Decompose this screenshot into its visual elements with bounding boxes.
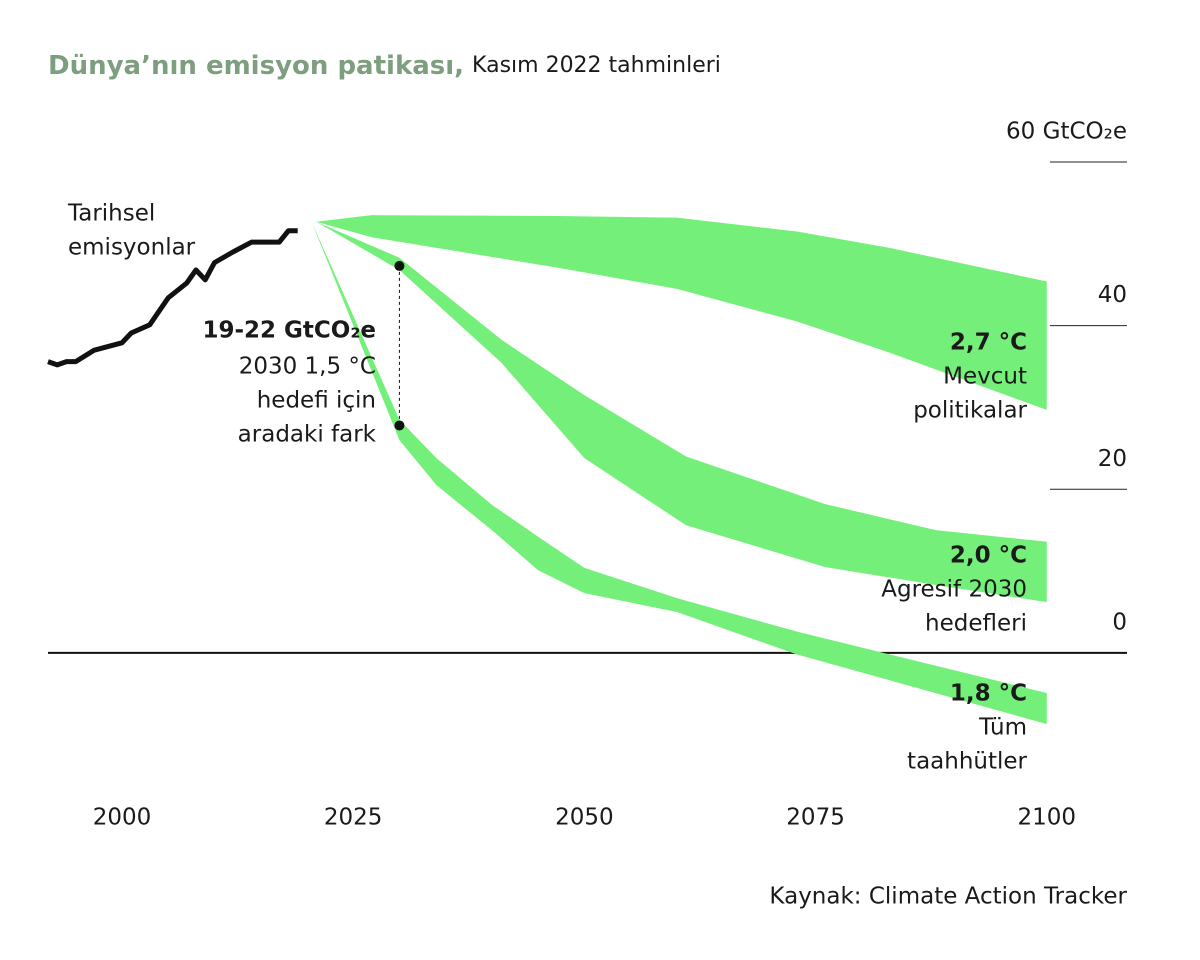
gap-dot [394,260,405,271]
y-tick-label: 0 [1112,609,1127,635]
series-label: hedefleri [925,611,1027,637]
x-tick-label: 2100 [1017,805,1076,831]
gap-label: 2030 1,5 °C [239,354,376,380]
x-tick-label: 2025 [324,805,383,831]
historical-line [47,228,298,368]
y-tick-label: 20 [1098,446,1127,472]
series-name: 2,0 °C [950,543,1027,569]
series-name: 1,8 °C [950,681,1027,707]
y-tick-label: 60 GtCO₂e [1006,119,1127,145]
historical-label: emisyonlar [68,235,196,261]
series-label: Agresif 2030 [881,577,1027,603]
x-tick-label: 2000 [93,805,152,831]
gap-label: hedefi için [257,388,376,414]
gap-label: aradaki fark [238,422,377,448]
source: Kaynak: Climate Action Tracker [769,884,1127,910]
x-tick-label: 2050 [555,805,614,831]
gap-title: 19-22 GtCO₂e [202,318,376,344]
series-label: politikalar [913,398,1027,424]
series-label: taahhütler [907,749,1027,775]
series-name: 2,7 °C [950,330,1027,356]
x-tick-label: 2075 [786,805,845,831]
series-label: Tüm [978,715,1027,741]
historical-label: Tarihsel [67,201,155,227]
chart-heading: Dünya’nın emisyon patikası, Kasım 2022 ta… [48,51,721,81]
chart-title: Dünya’nın emisyon patikası, [48,51,464,81]
emission-band [316,221,1047,603]
series-label: Mevcut [943,364,1027,390]
emission-band [316,215,1047,410]
y-tick-label: 40 [1098,282,1127,308]
gap-dot [394,420,405,431]
chart-subtitle: Kasım 2022 tahminleri [472,53,721,78]
